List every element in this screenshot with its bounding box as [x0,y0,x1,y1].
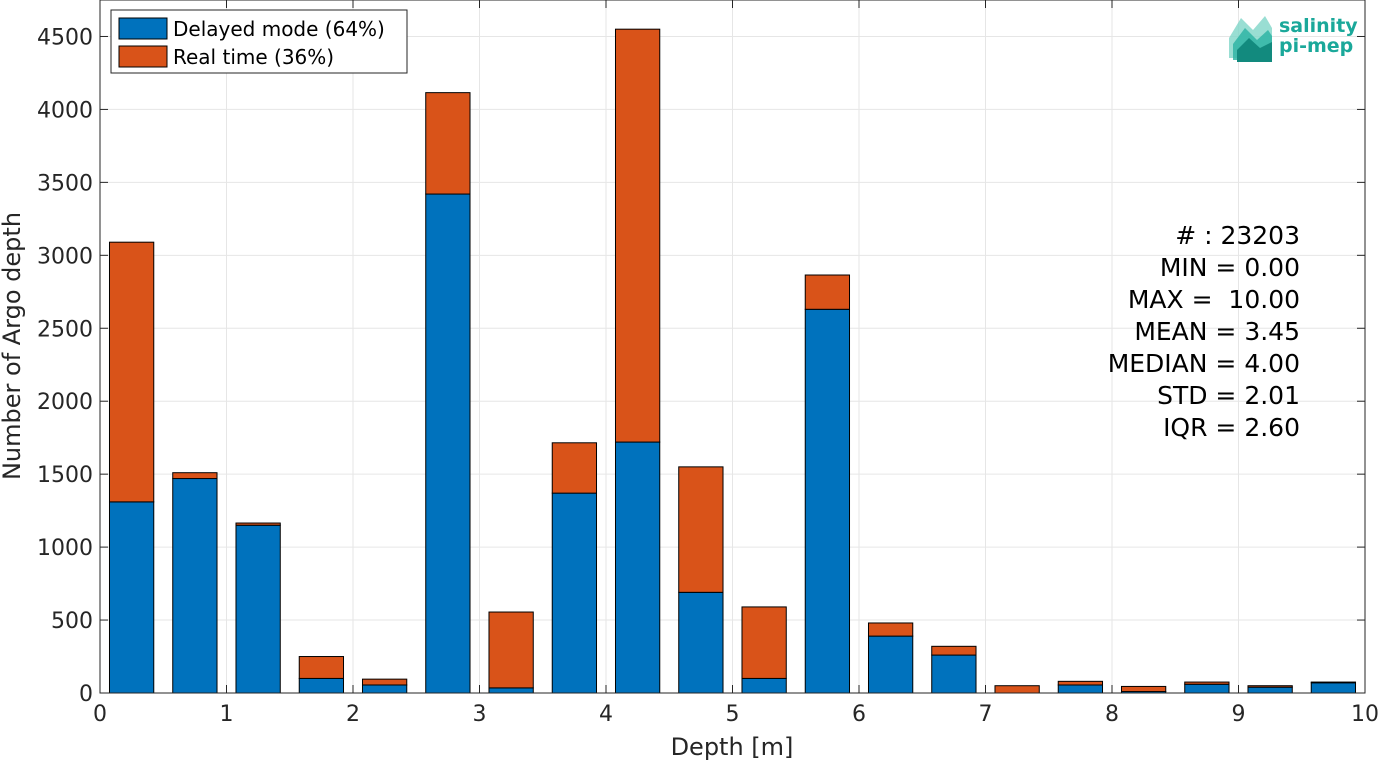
bar-realtime [488,611,534,689]
legend-swatch-delayed [118,17,168,40]
y-tick-label: 2500 [37,317,93,342]
salinity-pimep-logo: salinity pi-mep [1229,15,1358,62]
x-axis-title: Depth [m] [671,733,794,761]
y-tick-label: 1000 [37,536,93,561]
bar-realtime [678,466,724,593]
bar-realtime [108,241,155,503]
legend-label-delayed: Delayed mode (64%) [173,17,385,41]
bar-delayed [804,308,851,694]
y-tick-label: 3500 [37,171,93,196]
bar-realtime [425,92,471,195]
bar-realtime [804,274,851,310]
stats-annotation: # : 23203 MIN = 0.00 MAX = 10.00 MEAN = … [1108,221,1300,442]
y-tick-label: 3000 [37,244,93,269]
y-axis-ticks: 0 500 1000 1500 2000 2500 3000 3500 4000 4500 [37,25,1365,707]
stat-mean: MEAN = 3.45 [1134,317,1300,346]
x-tick-label: 5 [726,702,740,727]
bar-delayed [1310,682,1357,694]
bar-realtime [298,656,345,679]
x-tick-label: 8 [1105,702,1119,727]
x-tick-label: 2 [346,702,360,727]
bar-realtime [1184,681,1230,685]
bar-realtime [551,442,598,494]
y-tick-label: 4500 [37,25,93,50]
bar-delayed [298,677,345,694]
bar-realtime [994,685,1040,694]
y-tick-label: 0 [79,682,93,707]
x-tick-label: 6 [852,702,866,727]
bar-delayed [867,635,914,694]
bar-delayed [488,687,534,694]
x-axis-ticks: 0 1 2 3 4 5 6 7 8 9 10 [93,0,1378,727]
bar-realtime [1057,680,1104,686]
bar-realtime [235,522,281,526]
bar-realtime [1247,685,1293,688]
legend: Delayed mode (64%) Real time (36%) [110,9,408,74]
y-tick-label: 1500 [37,463,93,488]
bar-delayed [108,501,155,694]
bar-delayed [678,591,724,694]
x-tick-label: 3 [473,702,487,727]
stat-iqr: IQR = 2.60 [1163,413,1300,442]
stat-median: MEDIAN = 4.00 [1108,349,1300,378]
bar-delayed [361,684,408,694]
bar-delayed [1247,686,1293,694]
x-tick-label: 7 [979,702,993,727]
logo-text-pimep: pi-mep [1279,35,1353,57]
logo-text-salinity: salinity [1279,15,1358,37]
bar-realtime [1310,681,1357,684]
y-axis-title: Number of Argo depth [0,212,26,480]
bar-realtime [361,678,408,686]
x-tick-label: 0 [93,702,107,727]
bar-delayed [172,478,218,694]
bar-delayed [425,193,471,694]
stat-max: MAX = 10.00 [1128,285,1300,314]
y-tick-label: 4000 [37,98,93,123]
stat-std: STD = 2.01 [1157,381,1300,410]
x-tick-label: 10 [1351,702,1378,727]
wave-logo-icon [1229,16,1272,62]
bar-delayed [931,654,977,694]
bars [108,28,1357,694]
bar-delayed [614,441,661,694]
y-tick-label: 500 [51,609,93,634]
bar-delayed [1184,683,1230,694]
bar-realtime [867,622,914,637]
y-tick-label: 2000 [37,390,93,415]
bar-realtime [931,645,977,656]
bar-delayed [551,492,598,694]
bar-realtime [1120,685,1167,693]
x-tick-label: 1 [220,702,234,727]
bar-delayed [1057,684,1104,694]
legend-label-realtime: Real time (36%) [173,45,334,69]
grid-lines [100,0,1365,693]
x-tick-label: 4 [599,702,613,727]
legend-swatch-realtime [118,45,168,68]
bar-delayed [741,677,787,694]
bar-realtime [741,606,787,679]
bar-delayed [235,524,281,694]
x-tick-label: 9 [1232,702,1246,727]
stat-count: # : 23203 [1175,221,1300,250]
bar-realtime [614,28,661,443]
bar-realtime [172,472,218,480]
stat-min: MIN = 0.00 [1160,253,1300,282]
